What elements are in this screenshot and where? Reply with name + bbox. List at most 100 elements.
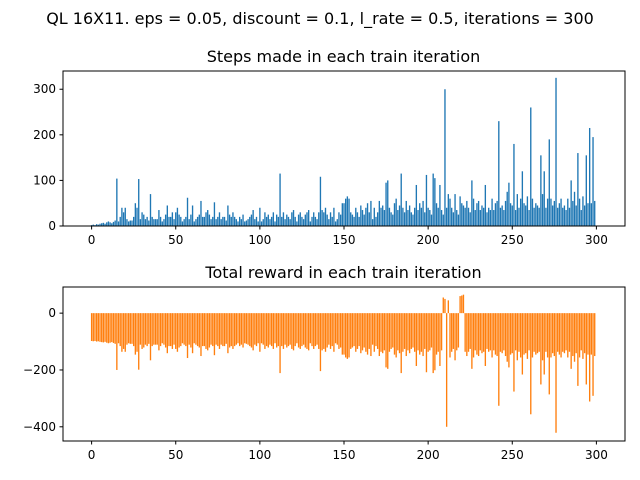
steps-bar xyxy=(387,180,389,226)
steps-bar xyxy=(171,212,174,226)
reward-bar xyxy=(528,313,530,351)
reward-bar xyxy=(297,313,300,348)
steps-bar xyxy=(228,214,231,226)
reward-bar xyxy=(287,313,290,347)
reward-bar xyxy=(338,313,340,349)
reward-x-tick-label: 300 xyxy=(585,448,608,462)
steps-bar xyxy=(417,210,419,226)
steps-bar xyxy=(346,196,349,226)
steps-bar xyxy=(213,202,216,226)
steps-bar xyxy=(212,216,214,226)
steps-bar xyxy=(570,180,572,226)
reward-bar xyxy=(207,313,209,351)
reward-x-tick-label: 250 xyxy=(501,448,524,462)
steps-y-tick-label: 100 xyxy=(33,173,56,187)
steps-bar xyxy=(195,219,197,226)
reward-bar xyxy=(471,313,473,369)
steps-bar xyxy=(277,216,280,226)
steps-bar xyxy=(514,210,517,226)
reward-bar xyxy=(129,313,131,344)
reward-bar xyxy=(504,313,507,357)
reward-bar xyxy=(235,313,237,345)
reward-bar xyxy=(314,313,317,347)
reward-bar xyxy=(269,313,271,345)
reward-bar xyxy=(373,313,375,352)
reward-x-tick-label: 200 xyxy=(417,448,440,462)
reward-bar xyxy=(339,313,342,348)
steps-bar xyxy=(513,143,515,226)
steps-bar xyxy=(382,205,384,226)
steps-bar xyxy=(136,207,138,226)
steps-bar xyxy=(578,198,581,226)
reward-bar xyxy=(525,313,527,354)
steps-bar xyxy=(232,212,234,226)
reward-bar xyxy=(159,313,162,347)
steps-bar xyxy=(210,219,212,226)
steps-bar xyxy=(558,203,561,226)
steps-bar xyxy=(531,198,534,226)
reward-bar xyxy=(316,313,318,345)
reward-bar xyxy=(304,313,306,348)
steps-bar xyxy=(260,221,263,226)
steps-bar xyxy=(439,184,441,226)
reward-bar xyxy=(94,313,96,341)
steps-bar xyxy=(356,212,359,226)
steps-bar xyxy=(543,171,545,226)
steps-bar xyxy=(375,216,377,226)
reward-bar xyxy=(223,313,226,347)
reward-bar xyxy=(520,313,522,358)
reward-bar xyxy=(533,313,535,352)
steps-bar xyxy=(196,216,199,226)
reward-bar xyxy=(432,313,434,374)
steps-bar xyxy=(164,214,167,226)
steps-bar xyxy=(482,207,485,226)
steps-bar xyxy=(437,207,439,226)
reward-bar xyxy=(326,313,328,348)
reward-bar xyxy=(272,313,275,349)
steps-bar xyxy=(267,214,269,226)
steps-bar xyxy=(415,184,418,226)
reward-bar xyxy=(164,313,167,348)
reward-bar xyxy=(546,313,549,358)
steps-bar xyxy=(333,207,335,226)
steps-bar xyxy=(476,203,478,226)
reward-bar xyxy=(572,313,574,357)
reward-bar xyxy=(482,313,485,352)
reward-bar xyxy=(173,313,175,345)
steps-bar xyxy=(176,207,179,226)
reward-bar xyxy=(331,313,333,347)
reward-bar xyxy=(434,313,436,371)
steps-bar xyxy=(479,210,481,226)
steps-bar xyxy=(159,216,162,226)
reward-bar xyxy=(511,313,513,354)
reward-bar xyxy=(309,313,312,344)
reward-bar xyxy=(126,313,128,345)
steps-bar xyxy=(528,210,530,226)
steps-bar xyxy=(590,203,593,226)
reward-bar xyxy=(360,313,362,354)
reward-bar xyxy=(249,313,251,347)
reward-bar xyxy=(210,313,212,345)
reward-bar xyxy=(319,313,322,372)
steps-bar xyxy=(496,200,498,226)
reward-bar xyxy=(351,313,354,348)
steps-bar xyxy=(334,221,337,226)
reward-bar xyxy=(493,313,495,351)
steps-x-tick-label: 0 xyxy=(88,233,96,247)
steps-bar xyxy=(284,219,286,226)
steps-bar xyxy=(329,212,332,226)
steps-bar xyxy=(577,153,579,226)
reward-bar xyxy=(382,313,384,354)
reward-x-tick-label: 150 xyxy=(333,448,356,462)
reward-bar xyxy=(227,313,229,354)
reward-bar xyxy=(109,313,111,343)
reward-bar xyxy=(580,313,582,351)
steps-bar xyxy=(294,216,296,226)
steps-bar xyxy=(170,216,172,226)
reward-bar xyxy=(233,313,236,347)
steps-bar xyxy=(178,214,180,226)
reward-bar xyxy=(217,313,219,347)
steps-bar xyxy=(269,219,271,226)
steps-bar xyxy=(114,220,116,226)
